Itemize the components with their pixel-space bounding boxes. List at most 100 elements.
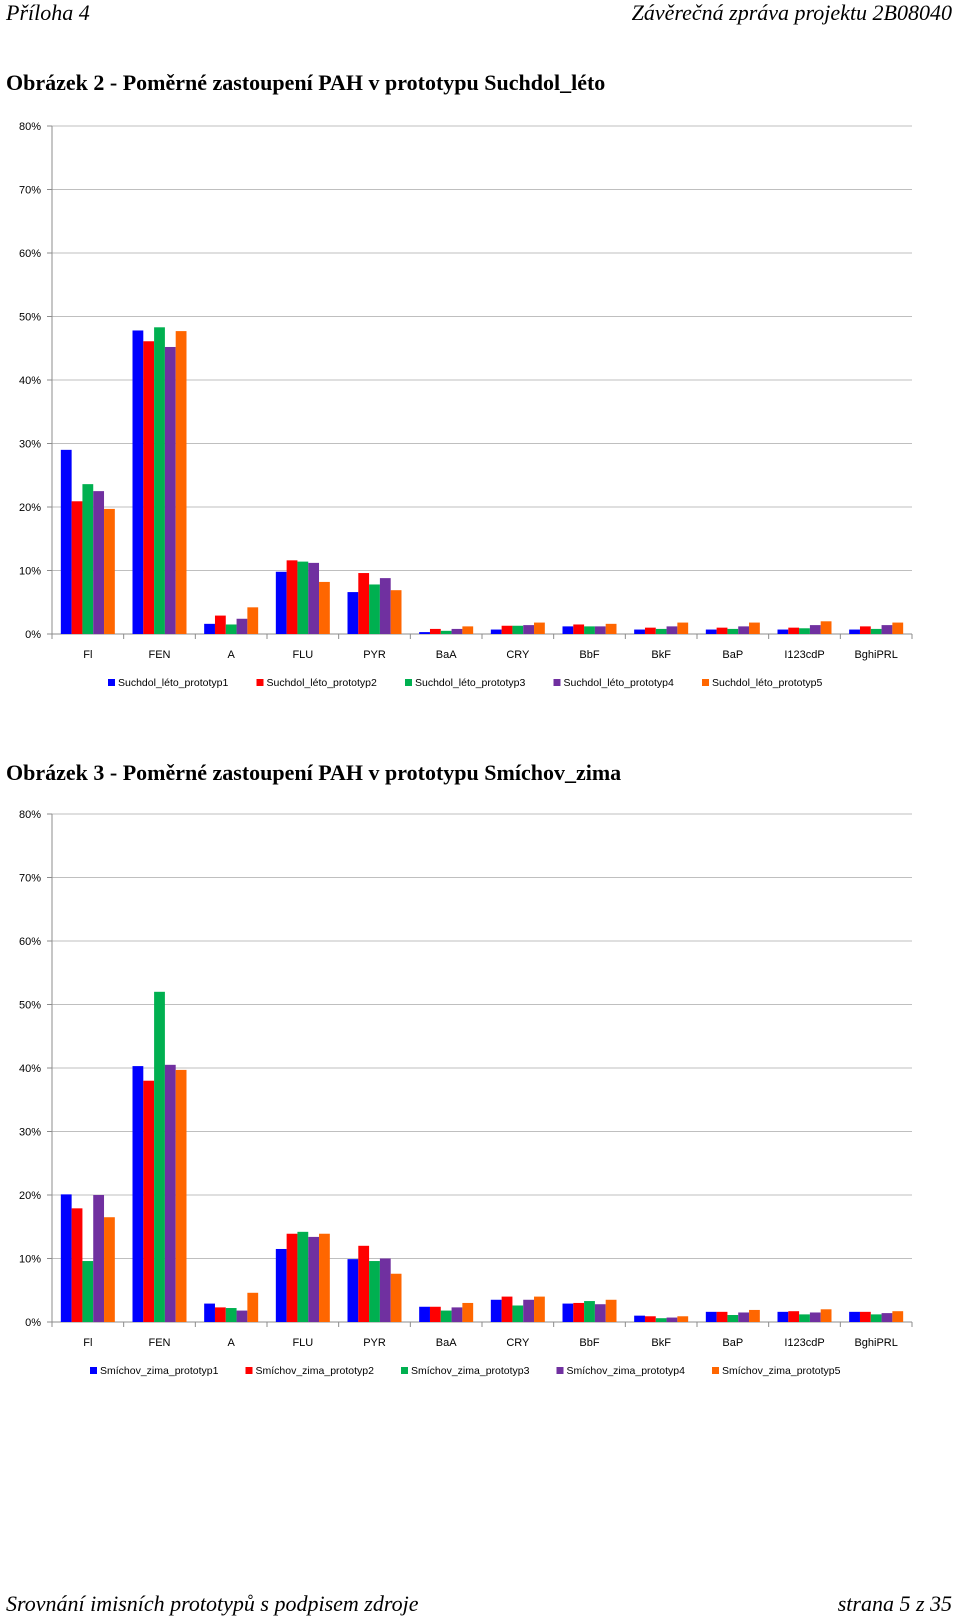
bar-a-series-1 (204, 623, 215, 634)
bar-bkf-series-1 (634, 1315, 645, 1322)
bar-fen-series-3 (154, 327, 165, 634)
bar-i123cdp-series-5 (820, 1309, 832, 1322)
bar-bap-series-3 (727, 1315, 739, 1322)
bar-baa-series-2 (429, 628, 441, 634)
bar-bkf-series-4 (666, 626, 678, 634)
x-tick-label: A (227, 1337, 235, 1349)
bar-bghiprl-series-3 (870, 628, 882, 634)
bar-a-series-2 (214, 615, 226, 634)
bar-bghiprl-series-2 (859, 626, 871, 634)
footer-left-text: Srovnání imisních prototypů s podpisem z… (6, 1591, 419, 1616)
bar-baa-series-1 (419, 1306, 430, 1322)
x-tick-label: FLU (292, 649, 313, 661)
bar-bkf-series-4 (666, 1317, 678, 1322)
x-tick-label: Fl (83, 649, 92, 661)
bar-baa-series-3 (440, 630, 452, 634)
x-tick-label: CRY (506, 1337, 530, 1349)
bar-bbf-series-2 (573, 624, 585, 634)
bar-pyr-series-2 (358, 573, 370, 634)
y-tick-label: 80% (19, 809, 41, 821)
bar-i123cdp-series-2 (788, 627, 800, 634)
x-tick-label: BaP (722, 1337, 743, 1349)
x-tick-label: BkF (651, 649, 671, 661)
bar-cry-series-3 (512, 625, 524, 634)
bar-bkf-series-5 (677, 1316, 689, 1322)
bar-pyr-series-5 (390, 1273, 402, 1322)
bar-bghiprl-series-4 (881, 1313, 893, 1322)
figure-2-chart: 0% 10% 20% 30% 40% 50% 60% 70% 80% Fl FEN A FLU PYR Ba… (19, 121, 913, 689)
figure-2-title: Obrázek 2 - Poměrné zastoupení PAH v pro… (6, 70, 606, 95)
bar-pyr-series-4 (379, 1258, 391, 1322)
legend-swatch (702, 679, 709, 686)
bar-fl-series-4 (93, 491, 105, 635)
bar-flu-series-2 (286, 560, 298, 634)
bar-bbf-series-3 (584, 1301, 595, 1322)
legend-label: Smíchov_zima_prototyp1 (100, 1365, 219, 1377)
legend-label: Suchdol_léto_prototyp5 (712, 677, 822, 689)
y-tick-label: 10% (19, 566, 41, 578)
bar-pyr-series-1 (347, 592, 359, 634)
y-tick-label: 60% (19, 936, 41, 948)
bar-a-series-5 (247, 1292, 259, 1322)
legend-swatch (556, 1367, 564, 1374)
bar-fen-series-5 (175, 1069, 187, 1322)
bar-flu-series-2 (286, 1233, 298, 1322)
bar-fl-series-3 (82, 484, 94, 634)
bar-fl-series-2 (71, 1208, 83, 1322)
bar-bkf-series-2 (644, 627, 656, 634)
bar-flu-series-5 (319, 1233, 330, 1322)
legend-swatch (405, 679, 412, 686)
bar-baa-series-5 (462, 1302, 474, 1322)
bar-fl-series-1 (60, 449, 72, 634)
bar-cry-series-1 (490, 629, 502, 634)
legend-label: Suchdol_léto_prototyp3 (415, 677, 525, 689)
y-tick-label: 40% (19, 1063, 41, 1075)
bar-fl-series-2 (71, 501, 83, 634)
bar-cry-series-2 (501, 625, 513, 634)
legend-swatch (712, 1367, 719, 1374)
bar-cry-series-2 (501, 1296, 513, 1322)
legend-swatch (256, 679, 264, 686)
bar-fen-series-3 (154, 991, 165, 1322)
x-tick-label: I123cdP (784, 1337, 824, 1349)
bar-bghiprl-series-1 (849, 629, 860, 634)
bar-fen-series-5 (175, 331, 187, 634)
x-tick-label: BghiPRL (854, 1337, 897, 1349)
bar-fl-series-5 (104, 508, 115, 634)
bar-fl-series-5 (104, 1217, 115, 1322)
legend-label: Suchdol_léto_prototyp4 (564, 677, 674, 689)
x-tick-label: A (227, 649, 235, 661)
figure-3-title: Obrázek 3 - Poměrné zastoupení PAH v pro… (6, 760, 622, 785)
y-tick-label: 40% (19, 375, 41, 387)
legend-label: Smíchov_zima_prototyp2 (256, 1365, 375, 1377)
x-tick-label: BaP (722, 649, 743, 661)
bar-baa-series-5 (462, 626, 474, 634)
y-tick-label: 70% (19, 873, 41, 885)
bar-cry-series-4 (523, 625, 535, 634)
y-tick-label: 60% (19, 248, 41, 260)
bar-baa-series-3 (440, 1310, 452, 1322)
legend-swatch (553, 679, 561, 686)
bar-bghiprl-series-3 (870, 1314, 882, 1322)
bar-i123cdp-series-3 (799, 628, 810, 634)
bar-a-series-4 (236, 1310, 248, 1322)
bar-fen-series-4 (164, 1064, 176, 1322)
bar-flu-series-1 (275, 571, 287, 634)
bar-pyr-series-3 (369, 1261, 380, 1322)
bar-fen-series-1 (132, 330, 144, 634)
legend-label: Smíchov_zima_prototyp4 (567, 1365, 686, 1377)
bar-bap-series-5 (749, 1309, 760, 1322)
bar-i123cdp-series-4 (809, 625, 821, 634)
bar-fen-series-2 (143, 341, 155, 634)
bar-pyr-series-2 (358, 1245, 370, 1322)
y-tick-label: 10% (19, 1254, 41, 1266)
bar-a-series-3 (225, 1308, 237, 1322)
legend-label: Suchdol_léto_prototyp2 (267, 677, 377, 689)
bar-bkf-series-1 (634, 629, 645, 634)
bar-cry-series-3 (512, 1305, 524, 1322)
bar-fl-series-3 (82, 1261, 94, 1322)
bar-bkf-series-3 (655, 1318, 667, 1322)
legend-swatch (401, 1367, 408, 1374)
bar-bap-series-2 (716, 627, 728, 634)
bar-bkf-series-3 (655, 628, 667, 634)
